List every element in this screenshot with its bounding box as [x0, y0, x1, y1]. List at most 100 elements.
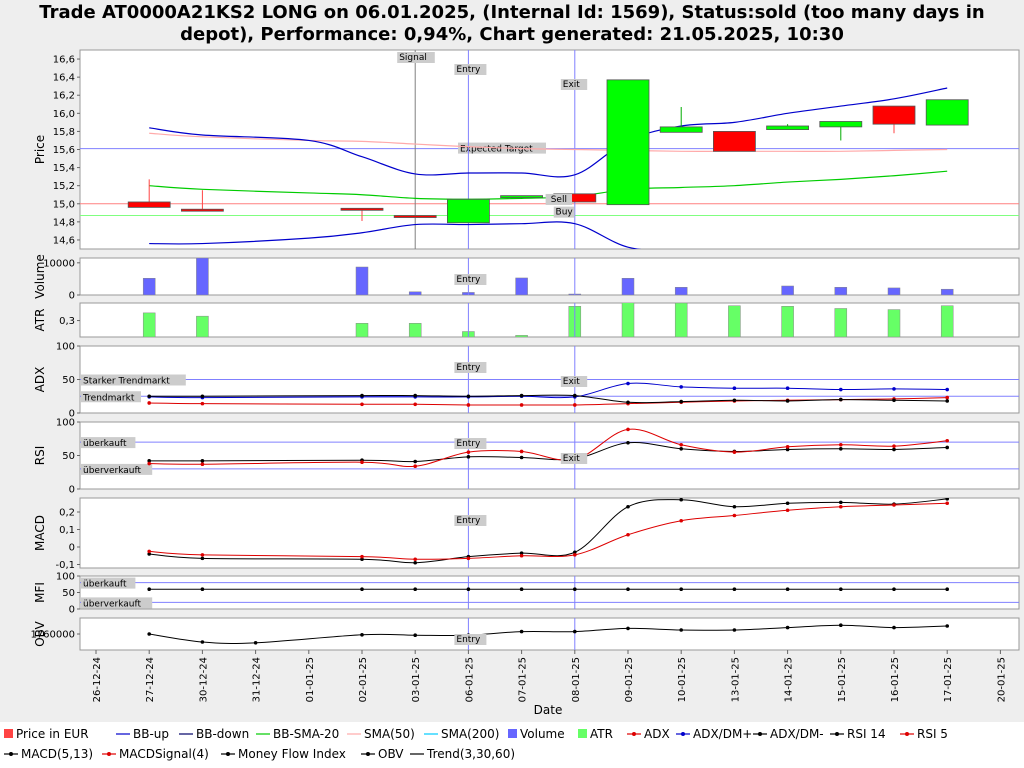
macd-series-point — [573, 553, 577, 557]
obv-plot-area — [79, 617, 1020, 651]
atr-bar — [834, 308, 848, 337]
adx-series-point — [679, 399, 683, 404]
vline-label-entry: Entry — [456, 65, 481, 75]
macd-marks: Entry — [147, 498, 949, 568]
rsi-series-point — [147, 461, 151, 466]
rsi-series-point — [839, 442, 843, 447]
mfi-series-point — [945, 587, 949, 591]
rsi-series-point — [945, 438, 949, 443]
candle-body — [393, 215, 437, 218]
vline-label-entry: Entry — [456, 439, 481, 449]
macd-series-point — [413, 560, 418, 565]
mfi-plot-area — [79, 575, 1020, 610]
legend-marker-dot — [107, 752, 111, 756]
candle-body — [127, 201, 171, 208]
price-ytick-label: 16,0 — [53, 109, 75, 120]
vline-label-signal: Signal — [399, 53, 427, 63]
legend-marker-dot — [226, 752, 230, 756]
mfi-series-point — [200, 587, 205, 591]
point-label-buy: Buy — [556, 208, 574, 218]
volume-bar — [408, 291, 422, 295]
date-axis: 26-12-24 27-12-24 30-12-24 31-12-24 01-01-25… — [92, 650, 1007, 702]
candle-body — [819, 121, 863, 128]
atr-bar — [781, 306, 794, 337]
date-tick-label: 01-01-25 — [305, 657, 316, 702]
date-tick-label: 26-12-24 — [92, 657, 103, 702]
vline-label-bg — [397, 52, 435, 63]
adx-marks: Starker Trendmarkt Trendmarkt Entry Exit — [80, 346, 1019, 413]
adx-series-point — [573, 393, 577, 398]
adx-series-point — [573, 403, 577, 407]
candle-body — [925, 99, 969, 126]
macd-series-point — [839, 500, 843, 505]
rsi-hline-label-bg — [81, 437, 136, 449]
rsi-y-axis-label: RSI — [33, 446, 47, 466]
candle-body — [446, 198, 490, 224]
rsi-series-point — [413, 464, 418, 469]
volume-marks: Entry — [142, 258, 954, 295]
mfi-ytick-label: 0 — [69, 605, 75, 616]
volume-plot-area — [79, 257, 1020, 296]
adx-series-line — [149, 394, 948, 404]
mfi-y-axis-label: MFI — [33, 582, 47, 603]
adx-series-point — [200, 394, 205, 399]
rsi-series-point — [360, 460, 364, 465]
legend-item-label: OBV — [378, 747, 404, 761]
volume-bar — [355, 266, 369, 295]
macd-series-point — [360, 557, 364, 562]
date-tick-label: 31-12-24 — [252, 657, 263, 702]
volume-bar — [142, 278, 156, 295]
adx-series-point — [785, 386, 790, 391]
adx-series-point — [147, 394, 151, 399]
macd-series-point — [573, 550, 577, 555]
adx-hline-label-bg — [81, 374, 186, 386]
legend-item-label: ATR — [590, 727, 613, 741]
adx-hline-label-bg — [81, 391, 141, 403]
vline-label-bg — [454, 438, 487, 449]
macd-series-point — [519, 553, 524, 558]
mfi-ytick-label: 100 — [56, 572, 75, 583]
point-label-sell: Sell — [551, 195, 567, 205]
vline-label-bg — [454, 515, 487, 526]
adx-hline-label: Starker Trendmarkt — [83, 377, 170, 387]
mfi-hline-label-bg — [81, 577, 136, 589]
date-tick-label: 15-01-25 — [837, 657, 848, 702]
obv-series-point — [200, 640, 205, 644]
macd-series-point — [360, 554, 364, 559]
rsi-hline-label: überkauft — [83, 439, 127, 449]
rsi-series-point — [200, 459, 205, 463]
volume-y-axis-label: Volume — [33, 254, 47, 299]
legend-item-label: BB-down — [196, 727, 249, 741]
price-ytick-label: 15,8 — [53, 127, 75, 138]
macd-ytick-label: 0 — [69, 543, 75, 554]
adx-hline-label: Trendmarkt — [82, 393, 135, 403]
rsi-ytick-label: 50 — [62, 451, 75, 462]
obv-series-point — [519, 629, 524, 634]
price-marks: Expected Target Signal Entry Exit Sell Buy — [80, 50, 1019, 249]
legend-item-label: ADX — [644, 727, 670, 741]
mfi-series-point — [147, 587, 151, 591]
adx-series-point — [626, 400, 630, 405]
adx-series-point — [519, 403, 524, 407]
vline-label-bg — [560, 376, 588, 387]
macd-series-point — [839, 504, 843, 509]
adx-series-point — [413, 393, 418, 398]
atr-bar — [196, 315, 209, 337]
mfi-series-point — [466, 587, 471, 591]
legend-marker-dot — [632, 732, 636, 736]
obv-series-point — [785, 625, 790, 630]
rsi-hline-label: überverkauft — [83, 466, 142, 476]
rsi-plot-area — [79, 421, 1020, 490]
macd-series-point — [785, 501, 790, 506]
mfi-series-point — [413, 587, 418, 591]
rsi-series-point — [892, 444, 896, 448]
adx-series-point — [732, 386, 737, 391]
rsi-series-point — [679, 442, 683, 447]
vline-label-bg — [454, 634, 487, 645]
adx-series-point — [413, 402, 418, 407]
obv-series-point — [892, 625, 896, 630]
macd-series-line — [149, 498, 948, 564]
vline-label-exit: Exit — [563, 377, 581, 387]
